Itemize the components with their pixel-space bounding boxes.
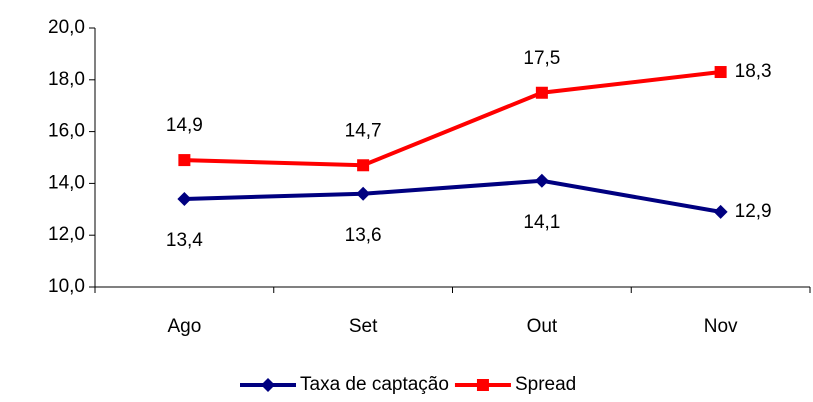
series-line: [184, 178, 721, 214]
data-label: 14,9: [166, 115, 203, 136]
marker: [714, 66, 727, 79]
marker: [177, 191, 192, 206]
marker: [356, 186, 371, 201]
marker: [261, 378, 275, 392]
data-label: 14,7: [345, 120, 382, 141]
x-tick-label: Set: [349, 316, 378, 337]
y-tick-label: 18,0: [48, 69, 85, 90]
data-label: 18,3: [735, 61, 772, 82]
marker: [535, 86, 548, 99]
data-label: 13,4: [166, 230, 203, 251]
y-tick-label: 10,0: [48, 276, 85, 297]
legend-label: Taxa de captação: [300, 374, 449, 395]
x-tick-label: Out: [527, 316, 558, 337]
y-tick-label: 12,0: [48, 224, 85, 245]
marker: [713, 204, 728, 219]
y-tick-label: 20,0: [48, 17, 85, 38]
y-tick-label: 16,0: [48, 121, 85, 142]
data-label: 13,6: [345, 225, 382, 246]
marker: [476, 379, 489, 391]
data-label: 17,5: [523, 48, 560, 69]
x-tick-label: Nov: [704, 316, 738, 337]
marker: [534, 173, 549, 188]
marker: [178, 154, 191, 167]
y-tick-label: 14,0: [48, 172, 85, 193]
x-tick-label: Ago: [167, 316, 201, 337]
marker: [357, 159, 370, 172]
data-label: 14,1: [523, 212, 560, 233]
data-label: 12,9: [735, 201, 772, 222]
series-line: [184, 70, 721, 168]
legend-label: Spread: [515, 374, 576, 395]
